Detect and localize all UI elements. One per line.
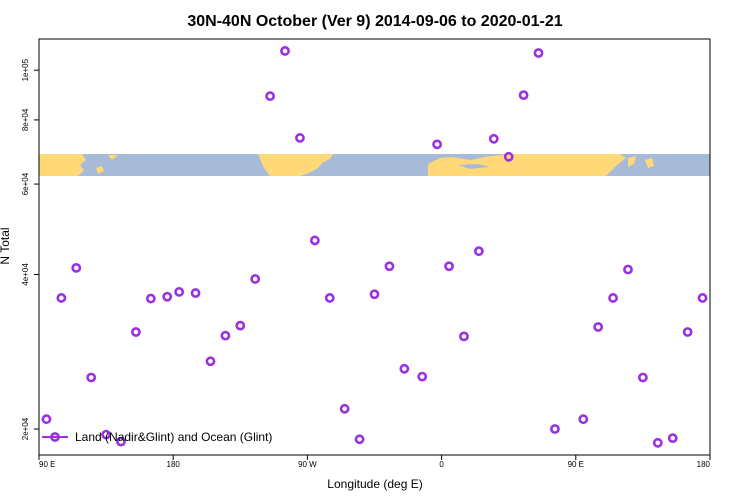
land-shape [628,156,636,167]
x-axis: 90 E 180 90 W 0 90 E 180 [38,455,711,469]
y-tick-label: 8e+04 [21,108,30,131]
data-point [265,91,276,102]
data-point [309,235,320,246]
data-point [638,372,648,383]
data-point [354,434,365,445]
plot-frame [38,38,711,456]
data-point [667,433,678,444]
x-tick-label: 90 E [39,460,55,469]
y-axis: 2e+04 4e+04 6e+04 8e+04 1e+05 [21,58,39,440]
data-point [533,48,544,58]
data-point [459,331,469,342]
data-points [41,46,721,448]
data-point [295,133,305,143]
x-tick-label: 0 [439,460,444,469]
y-tick-label: 4e+04 [21,263,30,286]
data-point [473,246,484,257]
data-point [550,424,560,434]
data-point [623,264,633,275]
data-point [86,372,97,383]
data-point [250,274,261,284]
x-tick-label: 180 [167,460,181,469]
data-point [131,327,141,337]
land-shape [96,166,104,174]
data-point [518,90,529,101]
x-tick-label: 90 W [298,460,317,469]
data-point [205,356,216,367]
data-point [56,293,67,303]
land-shape [108,155,118,160]
land-shape [428,154,626,176]
data-point [280,46,290,56]
y-tick-label: 1e+05 [21,58,30,81]
land-shape [318,154,326,160]
land-shape [645,158,654,168]
data-point [190,288,201,298]
land-masses [39,154,654,176]
data-point [116,436,126,447]
data-point [697,293,708,303]
data-point [652,437,663,448]
y-tick-label: 6e+04 [21,172,30,195]
sea-shape [458,164,490,169]
data-point [174,286,185,297]
data-point [162,291,173,302]
data-point [101,429,111,440]
y-axis-title: N Total [0,227,12,264]
legend: Land (Nadir&Glint) and Ocean (Glint) [42,430,272,444]
data-point [220,330,231,341]
data-point [488,133,499,144]
land-shape [39,154,86,176]
data-point [41,414,52,425]
data-point [384,261,395,272]
chart-title: 30N-40N October (Ver 9) 2014-09-06 to 20… [187,13,562,30]
data-point [417,371,428,382]
data-point [578,414,589,425]
data-point [324,293,335,303]
data-point [593,322,604,332]
data-point [503,151,514,162]
data-point [369,289,380,300]
data-point [235,320,246,331]
data-point [432,139,443,150]
data-point [145,293,156,304]
data-point [399,363,410,374]
x-tick-label: 90 E [568,460,584,469]
data-point [608,293,618,303]
data-point [682,327,693,337]
data-point [71,262,82,273]
y-tick-label: 2e+04 [21,417,30,440]
legend-marker-swatch [50,432,60,442]
legend-label: Land (Nadir&Glint) and Ocean (Glint) [75,430,272,444]
world-map-strip [39,154,710,176]
x-axis-title: Longitude (deg E) [327,477,422,491]
data-point [714,294,721,301]
x-tick-label: 180 [697,460,711,469]
land-shape [258,154,333,176]
data-point [339,403,350,414]
data-point [444,261,454,272]
